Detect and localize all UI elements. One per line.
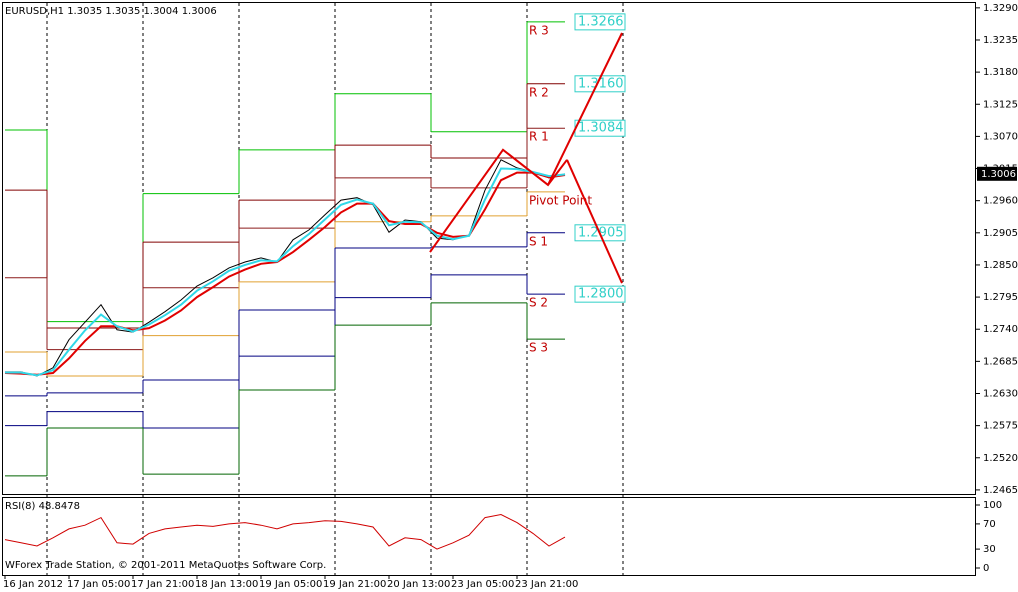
x-tick-label: 17 Jan 05:00 bbox=[67, 579, 130, 590]
price-label: 1.2905 bbox=[578, 225, 624, 240]
price-label-box bbox=[574, 13, 626, 31]
current-price-box bbox=[977, 166, 1017, 181]
pivot-name: S 1 bbox=[529, 234, 548, 248]
y-tick-label: 1.2685 bbox=[983, 356, 1018, 367]
y-tick-label: 70 bbox=[983, 519, 996, 530]
trendline bbox=[429, 148, 568, 253]
x-tick-label: 19 Jan 21:00 bbox=[323, 579, 386, 590]
y-tick-label: 1.2520 bbox=[983, 453, 1018, 464]
y-tick-label: 1.2960 bbox=[983, 196, 1018, 207]
price-label-box bbox=[574, 75, 626, 93]
price-label: 1.3084 bbox=[578, 121, 624, 136]
price-label: 1.3266 bbox=[578, 14, 624, 29]
y-tick-label: 1.3070 bbox=[983, 131, 1018, 142]
price-label: 1.2800 bbox=[578, 287, 624, 302]
y-tick-label: 30 bbox=[983, 544, 996, 555]
y-tick-label: 1.3125 bbox=[983, 99, 1018, 110]
x-tick-label: 23 Jan 05:00 bbox=[451, 579, 514, 590]
x-tick-label: 16 Jan 2012 bbox=[3, 579, 63, 590]
y-tick-label: 1.3180 bbox=[983, 67, 1018, 78]
y-tick-label: 1.3290 bbox=[983, 3, 1018, 14]
pivot-name: S 3 bbox=[529, 341, 548, 355]
pivot-name: Pivot Point bbox=[529, 193, 592, 207]
y-tick-label: 0 bbox=[983, 563, 989, 574]
x-tick-label: 20 Jan 13:00 bbox=[387, 579, 450, 590]
series-line bbox=[4, 513, 566, 550]
y-tick-label: 1.2630 bbox=[983, 388, 1018, 399]
x-tick-label: 18 Jan 13:00 bbox=[195, 579, 258, 590]
current-price: 1.3006 bbox=[981, 169, 1016, 180]
y-tick-label: 1.2740 bbox=[983, 324, 1018, 335]
y-tick-label: 100 bbox=[983, 500, 1002, 511]
pivot-name: R 3 bbox=[529, 23, 549, 37]
trendline bbox=[547, 32, 623, 186]
x-tick-label: 17 Jan 21:00 bbox=[131, 579, 194, 590]
y-tick-label: 1.2575 bbox=[983, 421, 1018, 432]
price-label: 1.3160 bbox=[578, 76, 624, 91]
y-tick-label: 1.2850 bbox=[983, 260, 1018, 271]
annotation: WForex Trade Station, © 2001-2011 MetaQu… bbox=[5, 560, 326, 571]
y-tick-label: 1.2905 bbox=[983, 228, 1018, 239]
price-label-box bbox=[574, 285, 626, 303]
y-tick-label: 1.2465 bbox=[983, 485, 1018, 496]
pivot-name: R 1 bbox=[529, 130, 549, 144]
pivot-name: S 2 bbox=[529, 296, 548, 310]
rsi-title: RSI(8) 48.8478 bbox=[5, 501, 80, 512]
y-tick-label: 1.2795 bbox=[983, 292, 1018, 303]
chart-title: EURUSD,H1 1.3035 1.3035 1.3004 1.3006 bbox=[5, 6, 217, 17]
pivot-name: R 2 bbox=[529, 85, 549, 99]
rsi-pane bbox=[2, 497, 976, 576]
x-tick-label: 19 Jan 05:00 bbox=[259, 579, 322, 590]
trendline bbox=[566, 159, 623, 284]
main-pane bbox=[2, 2, 976, 495]
y-tick-label: 1.3235 bbox=[983, 35, 1018, 46]
series-line bbox=[5, 167, 566, 377]
x-tick-label: 23 Jan 21:00 bbox=[515, 579, 578, 590]
